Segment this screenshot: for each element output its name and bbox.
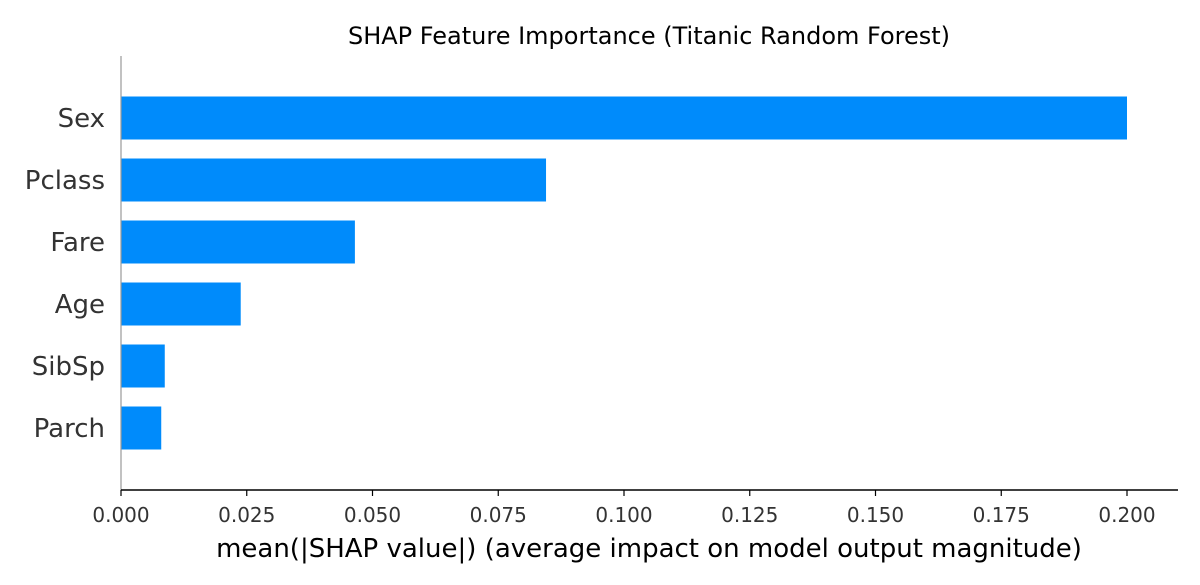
x-tick-label: 0.050 — [344, 503, 401, 527]
x-tick-label: 0.150 — [847, 503, 904, 527]
x-axis-ticks: 0.000 0.025 0.050 0.075 0.100 0.125 0.150 0.175… — [92, 490, 1156, 527]
category-labels: Sex Pclass Fare Age SibSp Parch — [25, 104, 105, 444]
category-label-pclass: Pclass — [25, 166, 105, 196]
chart-title: SHAP Feature Importance (Titanic Random … — [348, 22, 950, 50]
bar-fare — [121, 220, 355, 264]
x-tick-label: 0.125 — [721, 503, 778, 527]
x-tick-label: 0.200 — [1098, 503, 1155, 527]
bars-group — [121, 96, 1127, 450]
x-tick-label: 0.175 — [973, 503, 1030, 527]
x-tick-label: 0.025 — [218, 503, 275, 527]
x-tick-label: 0.100 — [595, 503, 652, 527]
x-tick-label: 0.075 — [470, 503, 527, 527]
category-label-parch: Parch — [34, 414, 105, 444]
bar-parch — [121, 406, 162, 450]
category-label-age: Age — [55, 290, 105, 320]
category-label-sibsp: SibSp — [32, 352, 105, 382]
bar-pclass — [121, 158, 547, 202]
bar-age — [121, 282, 241, 326]
x-tick-label: 0.000 — [92, 503, 149, 527]
category-label-sex: Sex — [58, 104, 105, 134]
category-label-fare: Fare — [50, 228, 105, 258]
bar-sibsp — [121, 344, 165, 388]
bar-sex — [121, 96, 1127, 140]
x-axis-label: mean(|SHAP value|) (average impact on mo… — [216, 534, 1082, 564]
